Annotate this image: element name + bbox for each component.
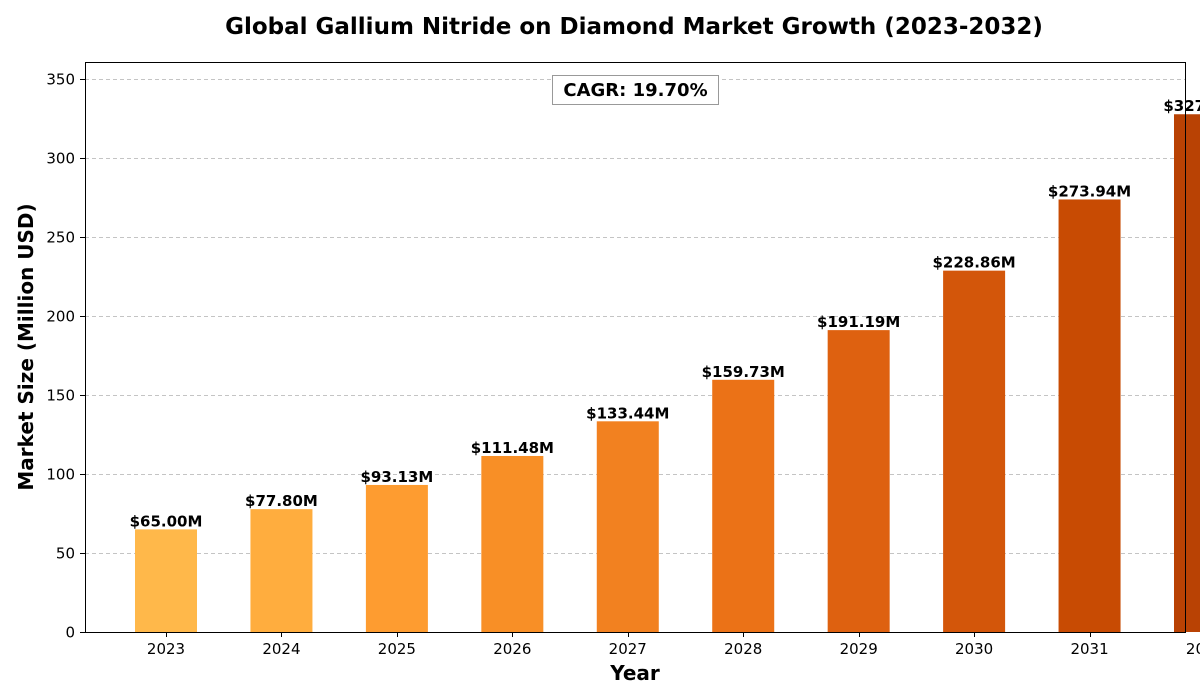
cagr-annotation: CAGR: 19.70% — [552, 75, 719, 105]
data-label-2026: $111.48M — [471, 439, 554, 457]
bar-2023 — [135, 529, 197, 632]
x-axis-label: Year — [609, 661, 660, 685]
x-tick-label-2025: 2025 — [378, 640, 416, 658]
x-tick-label-2027: 2027 — [609, 640, 647, 658]
chart-title: Global Gallium Nitride on Diamond Market… — [225, 14, 1043, 40]
y-tick-label: 300 — [46, 150, 75, 168]
y-tick-label: 100 — [46, 466, 75, 484]
bar-2030 — [943, 270, 1006, 632]
x-tick-label-2032: 2032 — [1186, 640, 1200, 658]
y-tick-label: 0 — [65, 624, 75, 642]
bar-2031 — [1058, 199, 1121, 632]
data-label-2028: $159.73M — [702, 363, 785, 381]
cagr-text: CAGR: 19.70% — [563, 80, 707, 101]
x-axis-ticks: 2023 2024 2025 2026 2027 2028 2029 2030 2031 2032 — [147, 632, 1200, 658]
y-tick-label: 350 — [46, 71, 75, 89]
data-label-2024: $77.80M — [245, 492, 318, 510]
bar-2025 — [365, 484, 428, 632]
data-label-2029: $191.19M — [817, 313, 900, 331]
y-tick-label: 150 — [46, 387, 75, 405]
x-tick-label-2023: 2023 — [147, 640, 185, 658]
y-axis-label: Market Size (Million USD) — [14, 203, 38, 490]
data-label-2030: $228.86M — [932, 254, 1015, 272]
y-tick-label: 200 — [46, 308, 75, 326]
x-tick-label-2028: 2028 — [724, 640, 762, 658]
cagr-box — [552, 75, 719, 105]
bar-2029 — [827, 330, 890, 632]
bar-2027 — [596, 421, 659, 632]
x-tick-label-2029: 2029 — [840, 640, 878, 658]
data-label-2031: $273.94M — [1048, 182, 1131, 200]
data-labels: $65.00M $77.80M $93.13M $111.48M $133.44M $15… — [130, 97, 1200, 530]
y-tick-label: 250 — [46, 229, 75, 247]
y-axis-ticks: 0 50 100 150 200 250 300 350 — [46, 71, 85, 642]
bar-2028 — [712, 379, 775, 632]
data-label-2027: $133.44M — [586, 404, 669, 422]
bar-2026 — [481, 455, 544, 632]
bar-2032 — [1174, 114, 1200, 632]
bar-2024 — [250, 509, 313, 632]
data-label-2025: $93.13M — [360, 468, 433, 486]
x-tick-label-2031: 2031 — [1070, 640, 1108, 658]
data-label-2032: $327.91M — [1163, 97, 1200, 115]
x-tick-label-2030: 2030 — [955, 640, 993, 658]
y-tick-label: 50 — [56, 545, 75, 563]
plot-frame — [85, 62, 1186, 633]
data-label-2023: $65.00M — [130, 512, 203, 530]
bars — [135, 114, 1200, 632]
x-tick-label-2024: 2024 — [262, 640, 300, 658]
x-tick-label-2026: 2026 — [493, 640, 531, 658]
